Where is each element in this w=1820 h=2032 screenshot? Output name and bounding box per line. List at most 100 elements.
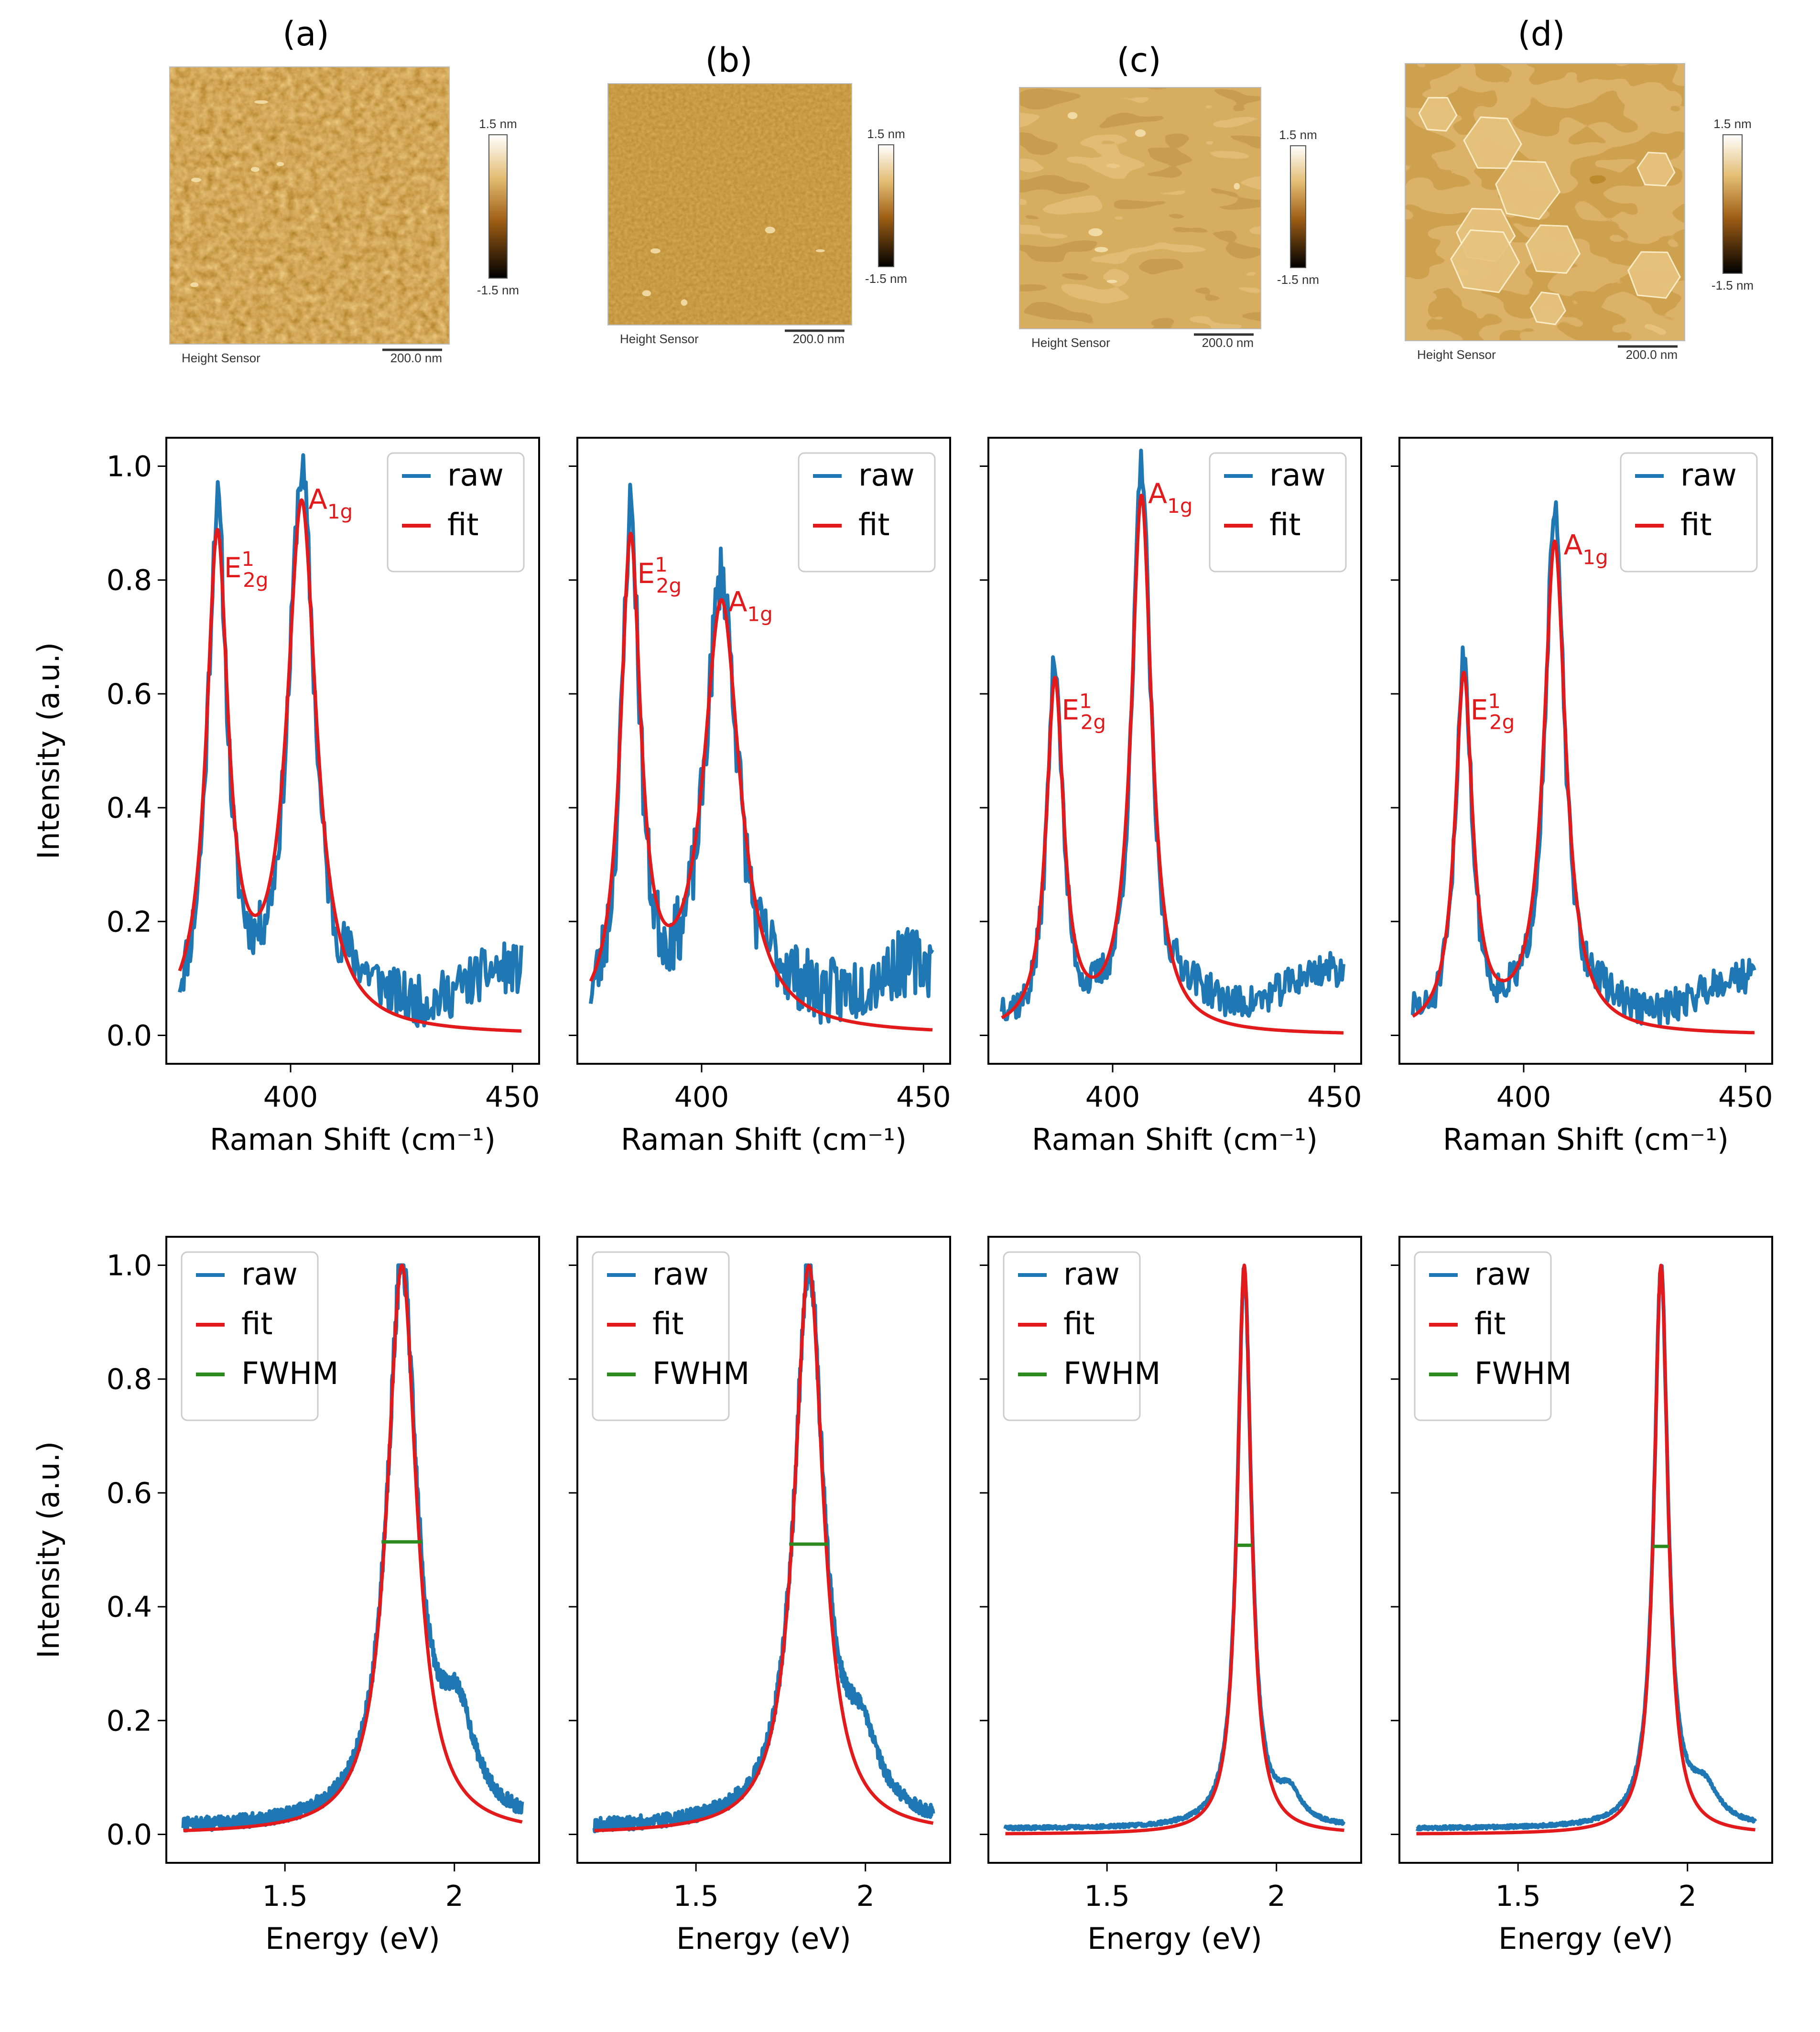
legend-box bbox=[1620, 452, 1758, 573]
legend-entry: raw bbox=[241, 1257, 298, 1292]
y-tick-label: 0.4 bbox=[107, 1590, 152, 1624]
peak-label: E1 2g bbox=[1471, 690, 1515, 734]
afm-hexagonal-island bbox=[1529, 292, 1566, 325]
afm-bright-particle bbox=[191, 177, 201, 182]
legend-entry: FWHM bbox=[1063, 1356, 1160, 1392]
legend-entry: FWHM bbox=[1474, 1356, 1571, 1392]
axes-frame bbox=[1398, 437, 1773, 1065]
afm-bright-particle bbox=[190, 282, 199, 287]
legend-entry: fit bbox=[858, 508, 889, 543]
y-tick-label: 0.4 bbox=[107, 791, 152, 825]
legend-box bbox=[592, 1251, 730, 1421]
x-tick-label: 1.5 bbox=[673, 1880, 718, 1913]
afm-bright-particle bbox=[250, 167, 260, 172]
afm-colorbar-min: -1.5 nm bbox=[1277, 272, 1319, 287]
fit-series-line bbox=[182, 1264, 523, 1832]
plot-area bbox=[588, 483, 934, 1032]
legend-entry: fit bbox=[447, 508, 478, 543]
y-tick-label: 1.0 bbox=[107, 450, 152, 484]
afm-colorbar-min: -1.5 nm bbox=[865, 271, 907, 286]
x-tick-label: 450 bbox=[896, 1081, 951, 1114]
afm-bright-particle bbox=[1067, 112, 1078, 119]
afm-bright-particle bbox=[815, 249, 825, 252]
afm-caption-scale: 200.0 nm bbox=[793, 332, 845, 346]
spectra-grid: 0.0 0.2 0.4 0.6 0.8 1.0 400 450 Raman Shift (cm⁻… bbox=[31, 437, 1773, 1956]
afm-bright-particle bbox=[1106, 280, 1117, 283]
x-tick-label: 400 bbox=[674, 1081, 729, 1114]
afm-bright-particle bbox=[1135, 129, 1146, 137]
plot-area bbox=[1003, 1264, 1346, 1836]
x-tick-label: 1.5 bbox=[1084, 1880, 1129, 1913]
afm-row: (a)Height Sensor 200.0 nm1.5 nm-1.5 nm(b)… bbox=[169, 14, 1754, 365]
afm-height-image bbox=[1019, 87, 1261, 329]
legend-entry: raw bbox=[1680, 458, 1737, 493]
y-tick-label: 0.0 bbox=[107, 1818, 152, 1851]
afm-height-image bbox=[170, 67, 449, 344]
x-axis-label: Raman Shift (cm⁻¹) bbox=[621, 1122, 907, 1157]
y-tick-label: 0.8 bbox=[107, 564, 152, 597]
x-tick-label: 2 bbox=[1268, 1880, 1286, 1913]
afm-colorbar-min: -1.5 nm bbox=[1712, 278, 1754, 292]
peak-label: E1 2g bbox=[224, 547, 269, 592]
legend: raw fit FWHM bbox=[181, 1251, 338, 1421]
afm-colorbar-min: -1.5 nm bbox=[477, 283, 519, 297]
x-tick-label: 1.5 bbox=[262, 1880, 307, 1913]
y-tick-label: 0.6 bbox=[107, 1477, 152, 1510]
afm-bright-particle bbox=[642, 290, 651, 296]
peak-label: E1 2g bbox=[637, 553, 682, 597]
x-axis-label: Raman Shift (cm⁻¹) bbox=[1443, 1122, 1729, 1157]
legend-entry: fit bbox=[1269, 508, 1300, 543]
x-tick-label: 2 bbox=[445, 1880, 464, 1913]
axes-frame bbox=[1398, 1236, 1773, 1864]
legend-box bbox=[798, 452, 936, 573]
afm-image-border bbox=[607, 83, 852, 325]
legend: raw fit FWHM bbox=[592, 1251, 749, 1421]
afm-panel-a: (a) Height Sensor 200.0 nm 1.5 nm -1.5 nm bbox=[169, 14, 519, 365]
legend-entry: raw bbox=[447, 458, 504, 493]
y-tick-label: 0.2 bbox=[107, 1704, 152, 1738]
afm-colorbar bbox=[878, 144, 894, 267]
afm-caption-scale: 200.0 nm bbox=[1626, 347, 1678, 362]
afm-caption-height-sensor: Height Sensor bbox=[1031, 335, 1110, 350]
plot-area bbox=[1415, 1264, 1757, 1836]
axes-frame bbox=[987, 1236, 1362, 1864]
afm-hexagonal-island bbox=[1627, 251, 1681, 299]
plot-area bbox=[181, 1263, 524, 1833]
afm-bright-particle bbox=[1094, 247, 1108, 252]
afm-colorbar bbox=[1290, 145, 1306, 268]
plot-area bbox=[1410, 500, 1756, 1035]
raman-panel-d: 400 450 Raman Shift (cm⁻¹) E1 2g A1g raw fit bbox=[1391, 437, 1773, 1157]
legend: raw fit bbox=[387, 452, 525, 573]
legend-entry: fit bbox=[1680, 508, 1712, 543]
peak-label: A1g bbox=[1148, 477, 1192, 518]
x-tick-label: 1.5 bbox=[1495, 1880, 1540, 1913]
y-tick-label: 0.2 bbox=[107, 905, 152, 939]
afm-colorbar bbox=[1722, 134, 1743, 274]
legend: raw fit FWHM bbox=[1003, 1251, 1160, 1421]
legend-entry: raw bbox=[858, 458, 915, 493]
y-axis-label: Intensity (a.u.) bbox=[31, 1441, 66, 1659]
legend-box bbox=[181, 1251, 319, 1421]
legend-entry: FWHM bbox=[652, 1356, 749, 1392]
x-axis-label: Energy (eV) bbox=[1087, 1921, 1262, 1956]
afm-bright-particle bbox=[1234, 183, 1240, 190]
afm-colorbar-max: 1.5 nm bbox=[867, 127, 905, 141]
legend-entry: fit bbox=[1474, 1307, 1506, 1342]
axes-frame bbox=[987, 437, 1362, 1065]
afm-caption-height-sensor: Height Sensor bbox=[182, 351, 260, 365]
raman-panel-c: 400 450 Raman Shift (cm⁻¹) E1 2g A1g raw fit bbox=[980, 437, 1362, 1157]
legend-box bbox=[387, 452, 525, 573]
afm-hexagonal-island bbox=[1525, 224, 1581, 274]
raw-series-line bbox=[1003, 1266, 1346, 1832]
afm-bright-particle bbox=[1088, 228, 1103, 237]
fit-series-line bbox=[1411, 540, 1756, 1035]
x-tick-label: 450 bbox=[485, 1081, 540, 1114]
afm-hexagonal-island bbox=[1495, 160, 1561, 220]
x-tick-label: 400 bbox=[1496, 1081, 1551, 1114]
afm-bright-particle bbox=[276, 162, 284, 166]
x-axis-label: Raman Shift (cm⁻¹) bbox=[1032, 1122, 1318, 1157]
axes-frame bbox=[165, 437, 540, 1065]
